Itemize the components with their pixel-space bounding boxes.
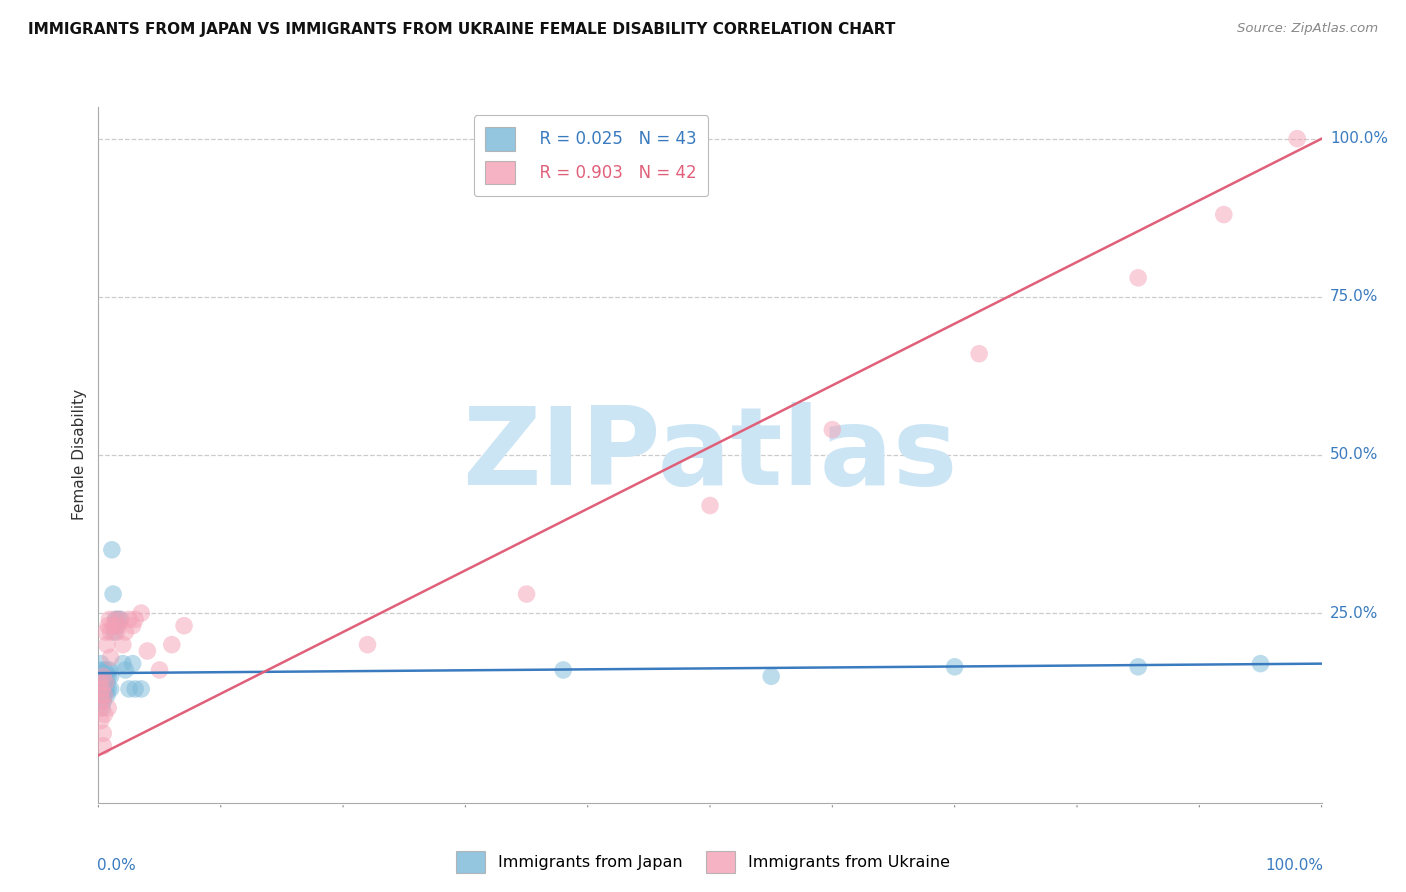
Point <box>1128 270 1150 285</box>
Point <box>97 618 120 632</box>
Point <box>104 612 127 626</box>
Legend:   R = 0.025   N = 43,   R = 0.903   N = 42: R = 0.025 N = 43, R = 0.903 N = 42 <box>474 115 709 196</box>
Point <box>93 707 115 722</box>
Point <box>100 681 122 696</box>
Point <box>110 612 132 626</box>
Text: 50.0%: 50.0% <box>1330 448 1378 462</box>
Text: 0.0%: 0.0% <box>97 858 136 873</box>
Point <box>97 701 120 715</box>
Y-axis label: Female Disability: Female Disability <box>72 389 87 521</box>
Point <box>821 423 844 437</box>
Point <box>111 638 134 652</box>
Text: 25.0%: 25.0% <box>1330 606 1378 621</box>
Point <box>94 669 117 683</box>
Point <box>1212 208 1234 222</box>
Point <box>101 542 124 557</box>
Point <box>91 695 114 709</box>
Point <box>94 675 117 690</box>
Point <box>356 638 378 652</box>
Point <box>90 657 112 671</box>
Point <box>90 714 112 728</box>
Point <box>94 681 117 696</box>
Point <box>136 644 159 658</box>
Point <box>114 625 136 640</box>
Point <box>96 663 118 677</box>
Point <box>90 681 112 696</box>
Point <box>1286 131 1309 145</box>
Point <box>89 701 111 715</box>
Point <box>121 618 143 632</box>
Point <box>98 663 121 677</box>
Legend: Immigrants from Japan, Immigrants from Ukraine: Immigrants from Japan, Immigrants from U… <box>450 844 956 880</box>
Point <box>121 657 143 671</box>
Point <box>91 681 114 696</box>
Point <box>97 669 120 683</box>
Point <box>89 663 111 677</box>
Point <box>943 660 966 674</box>
Point <box>1128 660 1150 674</box>
Point <box>967 347 990 361</box>
Point <box>111 657 134 671</box>
Point <box>101 587 124 601</box>
Point <box>91 701 114 715</box>
Point <box>110 612 132 626</box>
Point <box>173 618 195 632</box>
Point <box>91 669 114 683</box>
Point <box>118 612 141 626</box>
Point <box>105 618 128 632</box>
Point <box>90 688 112 702</box>
Point <box>89 675 111 690</box>
Point <box>89 688 111 702</box>
Point <box>93 675 115 690</box>
Point <box>98 612 121 626</box>
Text: 75.0%: 75.0% <box>1330 289 1378 304</box>
Point <box>114 663 136 677</box>
Point <box>515 587 537 601</box>
Text: ZIPatlas: ZIPatlas <box>463 402 957 508</box>
Point <box>129 681 152 696</box>
Point <box>101 618 124 632</box>
Point <box>100 669 122 683</box>
Point <box>160 638 183 652</box>
Point <box>105 625 128 640</box>
Point <box>124 681 146 696</box>
Point <box>761 669 783 683</box>
Point <box>96 638 118 652</box>
Point <box>93 688 115 702</box>
Point <box>90 669 112 683</box>
Point <box>107 618 129 632</box>
Point <box>91 695 114 709</box>
Point <box>124 612 146 626</box>
Point <box>91 675 114 690</box>
Point <box>553 663 575 677</box>
Point <box>93 688 115 702</box>
Text: Source: ZipAtlas.com: Source: ZipAtlas.com <box>1237 22 1378 36</box>
Point <box>93 663 115 677</box>
Point <box>103 625 125 640</box>
Point <box>94 625 117 640</box>
Point <box>97 681 120 696</box>
Point <box>100 625 122 640</box>
Point <box>96 675 118 690</box>
Point <box>1249 657 1271 671</box>
Point <box>96 688 118 702</box>
Point <box>104 612 127 626</box>
Point <box>149 663 172 677</box>
Point <box>91 739 114 753</box>
Point <box>89 675 111 690</box>
Point <box>129 606 152 620</box>
Text: IMMIGRANTS FROM JAPAN VS IMMIGRANTS FROM UKRAINE FEMALE DISABILITY CORRELATION C: IMMIGRANTS FROM JAPAN VS IMMIGRANTS FROM… <box>28 22 896 37</box>
Point <box>107 612 129 626</box>
Text: 100.0%: 100.0% <box>1330 131 1388 146</box>
Point <box>91 688 114 702</box>
Point <box>118 681 141 696</box>
Point <box>91 726 114 740</box>
Point <box>91 669 114 683</box>
Point <box>100 650 122 665</box>
Point <box>91 681 114 696</box>
Point <box>699 499 721 513</box>
Text: 100.0%: 100.0% <box>1265 858 1323 873</box>
